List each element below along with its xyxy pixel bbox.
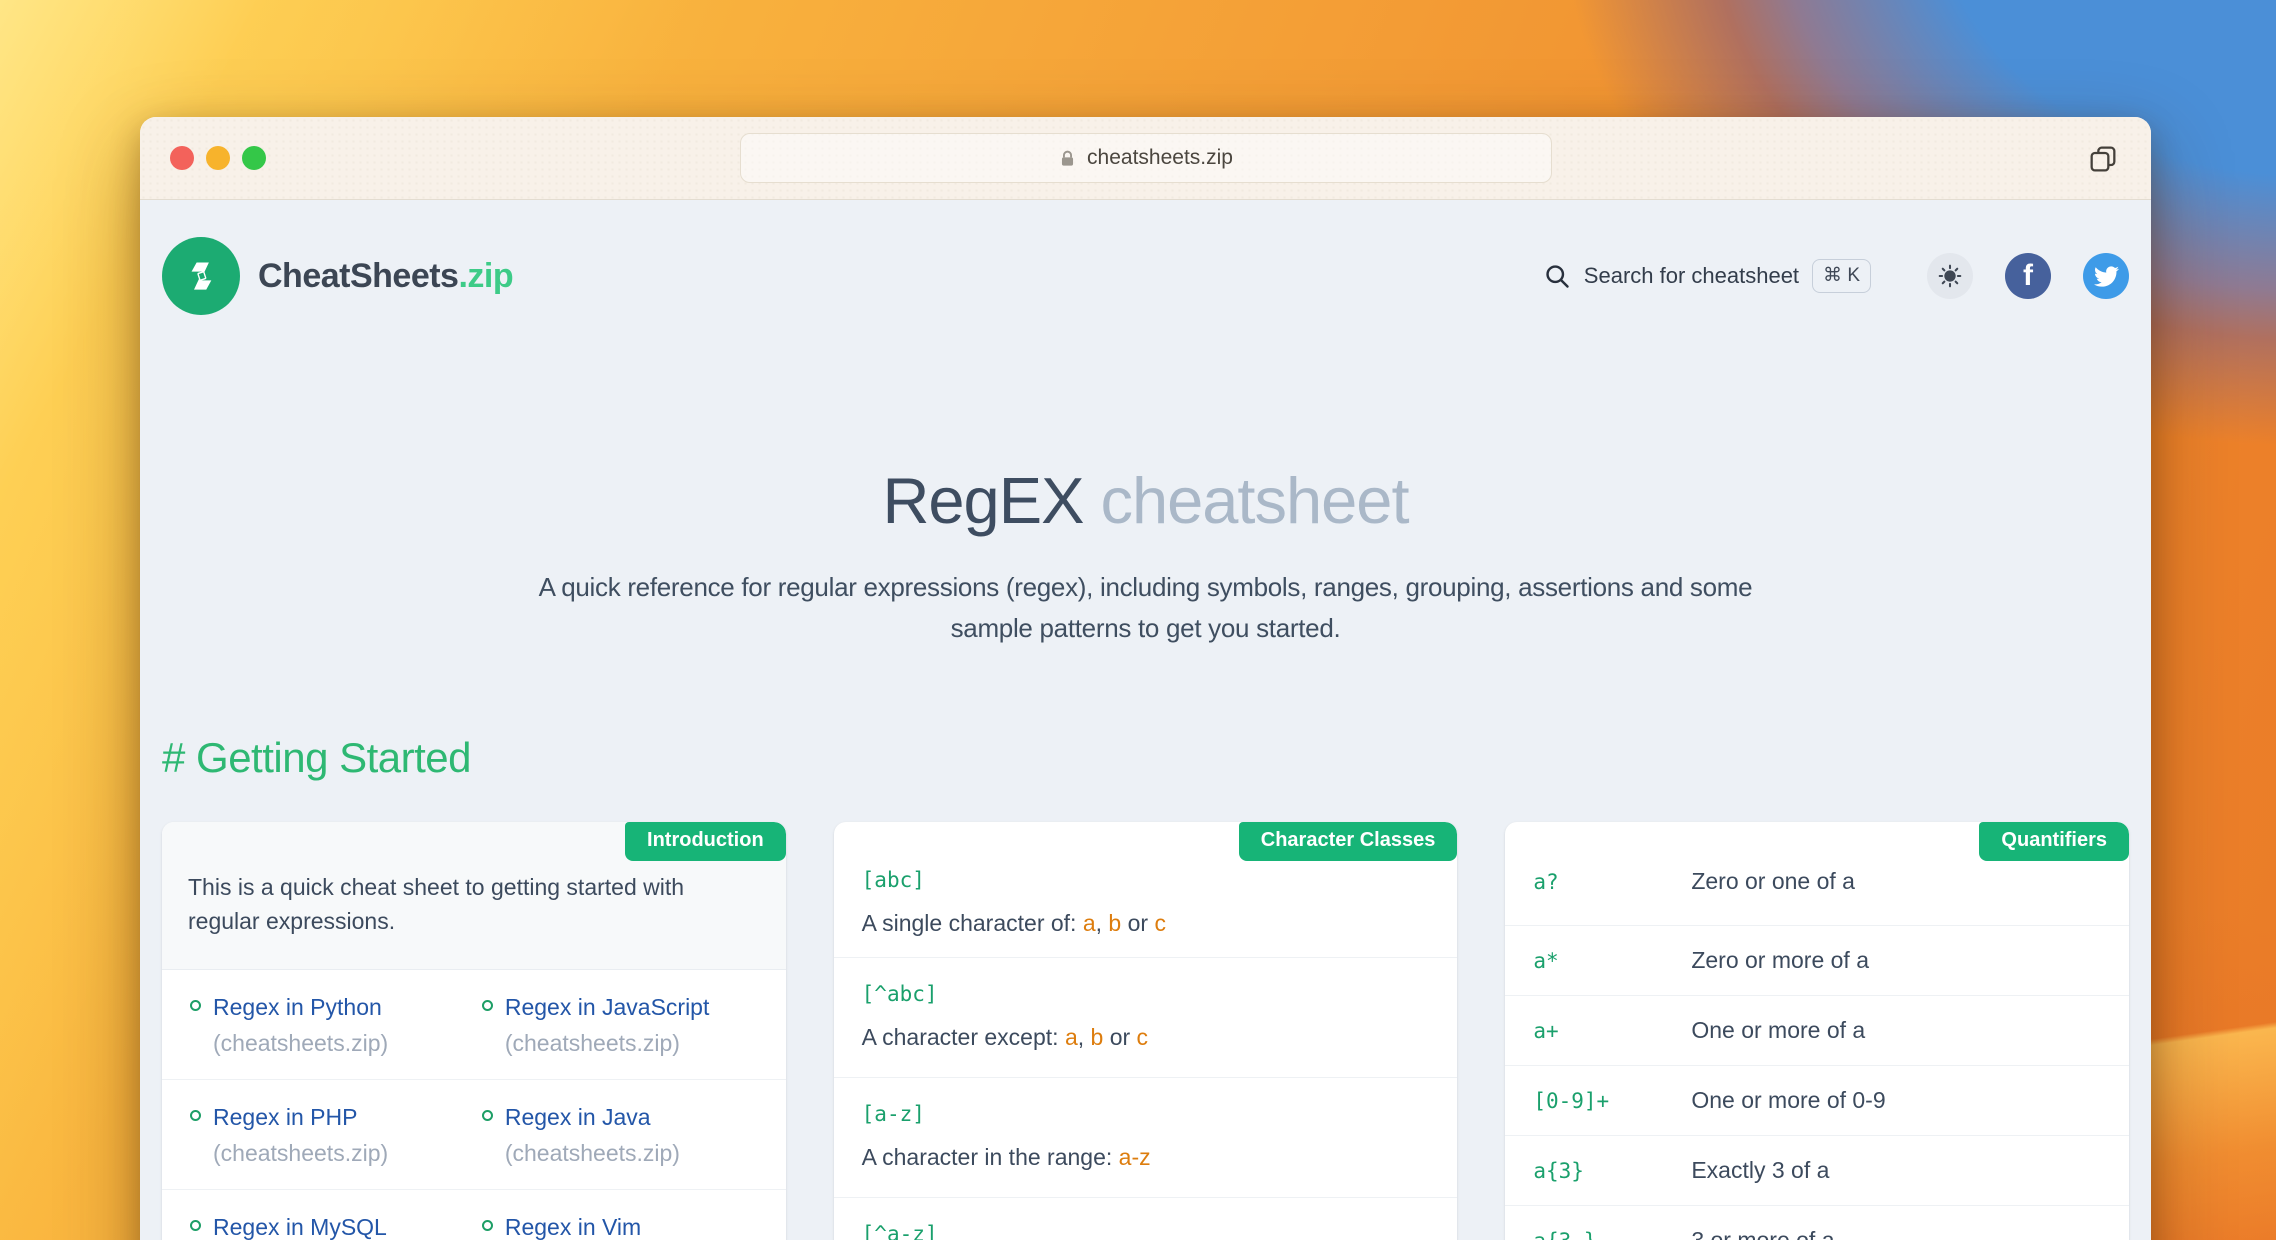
address-bar[interactable]: cheatsheets.zip: [739, 133, 1552, 183]
regex-description: A character except: a, b or c: [861, 1023, 1149, 1050]
bullet-icon: [190, 999, 201, 1011]
sun-icon: [1937, 263, 1963, 289]
regex-code: a+: [1533, 1018, 1559, 1043]
link-source: (cheatsheets.zip): [213, 1139, 389, 1166]
bullet-icon: [481, 999, 493, 1011]
list-item: Regex in Python (cheatsheets.zip): [190, 994, 466, 1057]
regex-code: [abc]: [861, 867, 925, 892]
cheatsheet-link[interactable]: Regex in Vim: [504, 1213, 642, 1240]
regex-description: One or more of 0-9: [1691, 1086, 1886, 1113]
cheatsheet-link[interactable]: Regex in JavaScript: [504, 993, 710, 1020]
card-character-classes: Character Classes [abc] A single charact…: [833, 821, 1458, 1240]
copy-tabs-icon: [2087, 143, 2119, 175]
tab-overview-button[interactable]: [2085, 141, 2121, 177]
facebook-link[interactable]: f: [2005, 253, 2051, 299]
cheatsheet-link[interactable]: Regex in MySQL: [213, 1213, 387, 1240]
list-item: Regex in JavaScript (cheatsheets.zip): [481, 993, 758, 1057]
regex-description: A character in the range: a-z: [861, 1143, 1151, 1170]
minimize-button[interactable]: [206, 146, 230, 170]
header-actions: Search for cheatsheet ⌘ K f: [1543, 253, 2129, 299]
link-source: (cheatsheets.zip): [213, 1029, 389, 1056]
lock-icon: [1058, 149, 1077, 168]
link-source: (cheatsheets.zip): [504, 1029, 680, 1056]
regex-description: Zero or more of a: [1691, 946, 1870, 973]
regex-code: [^a-z]: [861, 1221, 938, 1240]
hero: RegEX cheatsheet A quick reference for r…: [162, 464, 2129, 650]
cards-grid: Introduction This is a quick cheat sheet…: [162, 821, 2129, 1240]
table-row: Regex in MySQL (cheatsheets.zip) Regex i…: [162, 1190, 786, 1240]
url-text: cheatsheets.zip: [1087, 146, 1233, 169]
card-introduction: Introduction This is a quick cheat sheet…: [162, 821, 786, 1240]
brand-tld: .zip: [458, 256, 514, 295]
regex-description: 3 or more of a: [1691, 1226, 1835, 1240]
window-controls: [170, 146, 266, 170]
intro-text: This is a quick cheat sheet to getting s…: [162, 821, 786, 970]
table-row: a? Zero or one of a: [1505, 822, 2129, 926]
search-label: Search for cheatsheet: [1583, 263, 1800, 288]
card-badge-character-classes: Character Classes: [1238, 821, 1458, 861]
table-row: a{3,} 3 or more of a: [1505, 1206, 2129, 1240]
card-badge-introduction: Introduction: [625, 821, 786, 861]
table-row: Regex in Python (cheatsheets.zip) Regex …: [162, 970, 786, 1080]
table-row: [^abc] A character except: a, b or c: [833, 958, 1458, 1078]
bullet-icon: [190, 1219, 201, 1231]
site-header: CheatSheets.zip Search for cheatsheet ⌘ …: [162, 200, 2129, 315]
regex-description: A single character of: a, b or c: [861, 909, 1166, 936]
table-row: [^a-z]: [834, 1198, 1458, 1240]
bullet-icon: [481, 1109, 493, 1121]
search-icon: [1543, 262, 1571, 290]
link-source: (cheatsheets.zip): [504, 1139, 680, 1166]
table-row: a+ One or more of a: [1505, 996, 2129, 1066]
regex-code: [^abc]: [861, 981, 938, 1006]
table-row: [a-z] A character in the range: a-z: [833, 1078, 1458, 1198]
page-subtitle: A quick reference for regular expression…: [538, 571, 1753, 644]
table-row: [0-9]+ One or more of 0-9: [1505, 1066, 2129, 1136]
twitter-link[interactable]: [2083, 253, 2129, 299]
brand-logo-icon: [162, 237, 240, 315]
close-button[interactable]: [170, 146, 194, 170]
zoom-button[interactable]: [242, 146, 266, 170]
regex-code: [0-9]+: [1533, 1088, 1610, 1113]
page-title: RegEX cheatsheet: [882, 464, 1409, 537]
regex-code: a{3}: [1533, 1158, 1584, 1183]
table-row: Regex in PHP (cheatsheets.zip) Regex in …: [162, 1080, 786, 1190]
cheatsheet-link[interactable]: Regex in Java: [504, 1103, 651, 1130]
regex-description: Exactly 3 of a: [1691, 1156, 1830, 1183]
regex-description: One or more of a: [1691, 1016, 1866, 1043]
brand-name: CheatSheets.zip: [258, 256, 514, 295]
card-badge-quantifiers: Quantifiers: [1979, 821, 2129, 861]
cheatsheet-link[interactable]: Regex in PHP: [213, 1103, 358, 1130]
cheatsheet-link[interactable]: Regex in Python: [213, 993, 382, 1020]
regex-code: a{3,}: [1533, 1229, 1691, 1240]
table-row: [abc] A single character of: a, b or c: [833, 822, 1458, 958]
bullet-icon: [190, 1109, 201, 1121]
card-quantifiers: Quantifiers a? Zero or one of a a* Zero …: [1505, 821, 2129, 1240]
search-shortcut: ⌘ K: [1812, 259, 1871, 293]
regex-code: a*: [1533, 948, 1559, 973]
list-item: Regex in PHP (cheatsheets.zip): [190, 1104, 466, 1167]
theme-toggle-button[interactable]: [1927, 253, 1973, 299]
browser-titlebar[interactable]: cheatsheets.zip: [140, 117, 2151, 200]
regex-code: a?: [1533, 869, 1559, 894]
browser-window: cheatsheets.zip: [140, 117, 2151, 1240]
bullet-icon: [481, 1219, 493, 1231]
list-item: Regex in Vim (cheatsheets.zip): [481, 1213, 758, 1240]
table-row: a{3} Exactly 3 of a: [1505, 1136, 2129, 1206]
twitter-icon: [2093, 264, 2119, 289]
regex-description: Zero or one of a: [1691, 867, 1855, 894]
list-item: Regex in Java (cheatsheets.zip): [481, 1103, 758, 1167]
table-row: a* Zero or more of a: [1505, 926, 2129, 996]
list-item: Regex in MySQL (cheatsheets.zip): [190, 1214, 466, 1240]
brand-link[interactable]: CheatSheets.zip: [162, 237, 514, 315]
facebook-icon: f: [2023, 259, 2033, 292]
page-content: CheatSheets.zip Search for cheatsheet ⌘ …: [140, 200, 2151, 1240]
search-button[interactable]: Search for cheatsheet ⌘ K: [1543, 259, 1871, 293]
regex-code: [a-z]: [861, 1101, 925, 1126]
section-heading: # Getting Started: [162, 733, 472, 781]
